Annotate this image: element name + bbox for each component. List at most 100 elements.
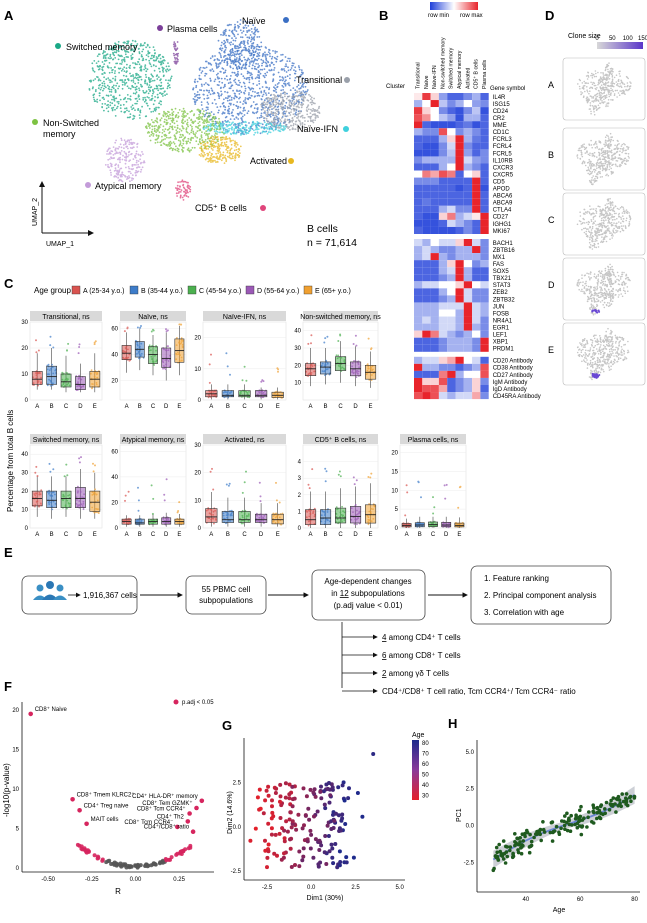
heatmap-cell bbox=[463, 93, 473, 101]
umap-cell bbox=[239, 145, 242, 148]
clone-cell bbox=[593, 82, 596, 84]
umap-cell bbox=[107, 87, 110, 90]
umap-cell bbox=[158, 102, 161, 104]
clone-cell bbox=[603, 77, 605, 79]
umap-cell bbox=[220, 124, 223, 127]
umap-cell bbox=[132, 62, 134, 64]
umap-cell bbox=[240, 134, 242, 136]
heatmap-cell bbox=[447, 107, 456, 115]
umap-cell bbox=[92, 96, 95, 99]
clone-cell bbox=[598, 92, 601, 95]
umap-cell bbox=[131, 143, 134, 146]
umap-cell bbox=[294, 77, 297, 79]
umap-cell bbox=[235, 95, 238, 98]
umap-cell bbox=[221, 41, 223, 44]
clone-cell bbox=[596, 167, 598, 169]
umap-cell bbox=[232, 51, 235, 54]
clone-cell bbox=[603, 238, 606, 240]
clone-cell bbox=[605, 161, 607, 163]
umap-cell bbox=[182, 113, 184, 115]
umap-cell bbox=[237, 70, 239, 73]
clone-cell bbox=[599, 140, 601, 143]
umap-cell bbox=[288, 95, 291, 98]
clone-cell bbox=[579, 158, 582, 160]
umap-cell bbox=[255, 62, 257, 65]
umap-cell bbox=[274, 52, 277, 54]
umap-cell bbox=[209, 156, 212, 159]
umap-cell bbox=[292, 62, 295, 65]
umap-cell bbox=[106, 104, 108, 107]
umap-cell bbox=[274, 50, 277, 53]
umap-cell bbox=[247, 25, 250, 27]
clone-cell bbox=[601, 224, 604, 227]
heatmap-cell bbox=[463, 163, 473, 171]
clone-cell bbox=[626, 82, 629, 84]
umap-cell bbox=[258, 82, 261, 85]
umap-cell bbox=[214, 120, 217, 123]
umap-label-plasma: Plasma cells bbox=[157, 24, 218, 34]
umap-cell bbox=[103, 82, 106, 85]
umap-cell bbox=[211, 68, 214, 71]
umap-cell bbox=[255, 126, 258, 129]
umap-cell bbox=[275, 95, 278, 98]
umap-cell bbox=[227, 53, 229, 56]
umap-cell bbox=[233, 118, 236, 120]
heatmap-cell bbox=[414, 246, 423, 254]
umap-cell bbox=[306, 110, 309, 113]
heatmap-cell bbox=[447, 288, 456, 296]
umap-cell bbox=[141, 105, 144, 108]
umap-cell bbox=[241, 49, 243, 52]
clone-cell bbox=[586, 78, 589, 80]
umap-cell bbox=[240, 130, 242, 132]
umap-cell bbox=[282, 114, 285, 116]
umap-cell bbox=[129, 159, 132, 162]
umap-cell bbox=[265, 94, 268, 96]
umap-cell bbox=[182, 142, 185, 145]
clone-cell bbox=[581, 228, 583, 231]
umap-cell bbox=[269, 131, 272, 134]
umap-cell bbox=[203, 144, 206, 147]
umap-cell bbox=[211, 117, 214, 119]
umap-cell bbox=[156, 87, 159, 90]
umap-cell bbox=[202, 66, 205, 69]
umap-cell bbox=[111, 71, 113, 74]
umap-cell bbox=[273, 116, 276, 119]
umap-cell bbox=[156, 57, 159, 60]
clone-cell bbox=[614, 152, 617, 155]
heatmap-cell bbox=[480, 281, 489, 289]
clone-cell bbox=[623, 142, 625, 145]
umap-cell bbox=[161, 69, 164, 72]
clone-cell bbox=[602, 151, 605, 154]
umap-cell bbox=[194, 101, 197, 103]
clone-cell bbox=[582, 145, 584, 148]
umap-cell bbox=[273, 93, 275, 96]
clone-cell bbox=[624, 93, 626, 95]
clone-cell bbox=[629, 85, 632, 88]
clone-cell bbox=[578, 220, 581, 222]
umap-cell bbox=[192, 121, 195, 124]
umap-cell bbox=[269, 115, 272, 118]
umap-cell bbox=[166, 112, 168, 115]
umap-cell bbox=[145, 76, 148, 78]
clone-cell bbox=[604, 151, 607, 154]
umap-cell bbox=[125, 153, 128, 156]
clone-cell bbox=[599, 210, 602, 212]
heatmap-gene-label: CD27 bbox=[493, 215, 509, 221]
umap-cell bbox=[135, 74, 138, 77]
umap-cell bbox=[291, 62, 294, 64]
clone-cell bbox=[576, 157, 579, 159]
umap-cell bbox=[270, 110, 273, 113]
umap-cell bbox=[183, 180, 186, 183]
heatmap-cell bbox=[414, 356, 423, 364]
umap-cell bbox=[300, 110, 302, 113]
umap-cell bbox=[110, 174, 112, 176]
umap-cell bbox=[169, 136, 172, 139]
umap-cell bbox=[294, 91, 297, 94]
heatmap-cell bbox=[480, 226, 489, 234]
umap-label-transitional: Transitional bbox=[296, 75, 350, 85]
umap-cell bbox=[159, 100, 162, 102]
umap-cell bbox=[185, 128, 188, 131]
umap-cell bbox=[190, 136, 193, 139]
umap-cell bbox=[232, 39, 235, 42]
umap-cell bbox=[279, 103, 282, 106]
